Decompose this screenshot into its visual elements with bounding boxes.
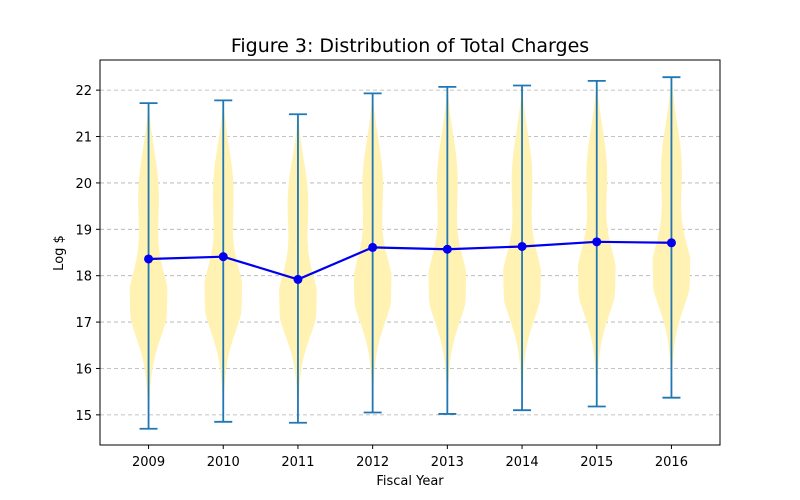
x-tick-label: 2012: [356, 455, 389, 470]
x-tick-label: 2015: [580, 455, 613, 470]
x-tick-label: 2013: [431, 455, 464, 470]
data-point: [293, 274, 303, 284]
x-tick-label: 2016: [655, 455, 688, 470]
y-tick-label: 20: [75, 177, 92, 192]
y-tick-label: 15: [75, 409, 92, 424]
y-axis-label: Log $: [52, 235, 67, 271]
y-tick-label: 22: [75, 84, 92, 99]
data-point: [666, 238, 676, 248]
x-tick-label: 2010: [207, 455, 240, 470]
y-tick-label: 17: [75, 316, 92, 331]
median-line: [144, 237, 676, 284]
data-point: [592, 237, 602, 247]
series-line: [148, 240, 672, 281]
x-tick-label: 2009: [132, 455, 165, 470]
chart-title: Figure 3: Distribution of Total Charges: [231, 35, 589, 57]
y-tick-label: 21: [75, 131, 92, 146]
x-axis-label: Fiscal Year: [376, 474, 444, 489]
plot-frame: [99, 59, 721, 446]
grid-lines: [100, 89, 720, 416]
y-tick-label: 18: [75, 270, 92, 285]
data-point: [517, 241, 527, 251]
y-tick-label: 16: [75, 362, 92, 377]
axes: 15 16 17 18 19 20 21 22 2009 2010 2011 2012 2013 2014…: [75, 59, 721, 470]
data-point: [144, 254, 154, 264]
x-tick-label: 2011: [281, 455, 314, 470]
data-point: [442, 244, 452, 254]
data-point: [368, 242, 378, 252]
data-point: [218, 252, 228, 262]
x-tick-label: 2014: [506, 455, 539, 470]
y-tick-label: 19: [75, 223, 92, 238]
